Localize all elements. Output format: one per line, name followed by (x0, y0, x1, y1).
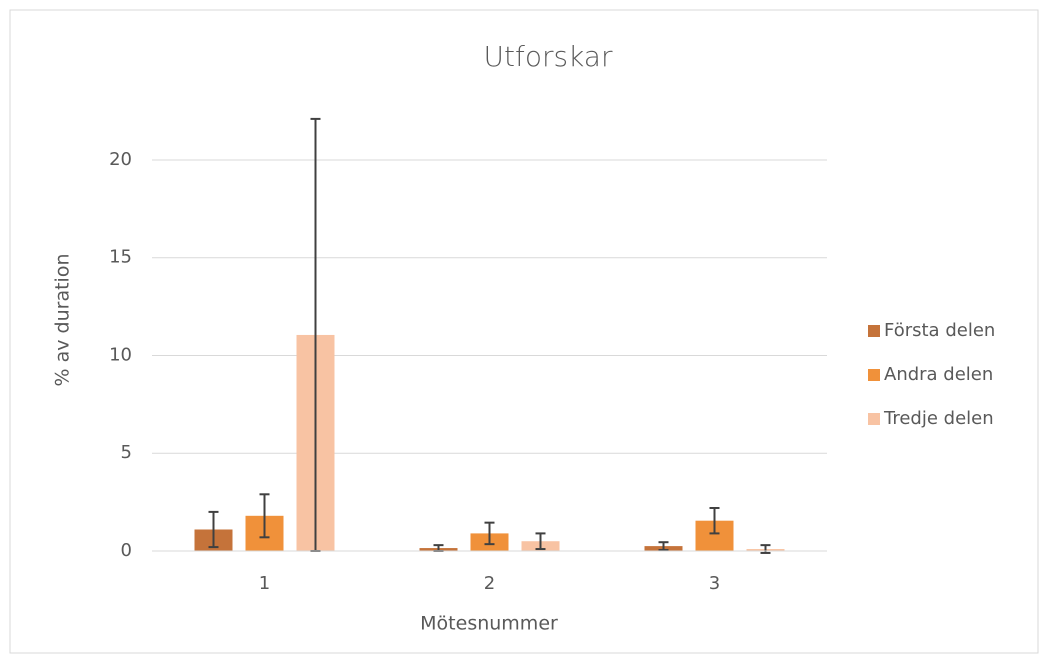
error-bar (208, 510, 219, 549)
error-bar (760, 544, 771, 554)
y-tick-label: 5 (121, 442, 132, 463)
chart-title: Utforskar (484, 40, 613, 73)
legend-label: Andra delen (884, 364, 993, 385)
error-bar (658, 541, 669, 552)
y-tick-label: 20 (109, 149, 132, 170)
legend-swatch (868, 369, 880, 381)
x-tick-label: 3 (709, 573, 720, 594)
legend-swatch (868, 413, 880, 425)
x-axis-label: Mötesnummer (420, 613, 558, 635)
y-tick-label: 15 (109, 247, 132, 268)
legend-swatch (868, 325, 880, 337)
y-axis-label: % av duration (52, 254, 74, 387)
error-bar (709, 506, 720, 535)
error-bar (259, 493, 270, 539)
x-tick-label: 1 (259, 573, 270, 594)
y-tick-label: 0 (121, 540, 132, 561)
legend-label: Första delen (884, 320, 995, 341)
error-bar (535, 532, 546, 551)
error-bar (484, 521, 495, 546)
x-tick-label: 2 (484, 573, 495, 594)
legend-label: Tredje delen (883, 408, 994, 429)
y-tick-label: 10 (109, 344, 132, 365)
